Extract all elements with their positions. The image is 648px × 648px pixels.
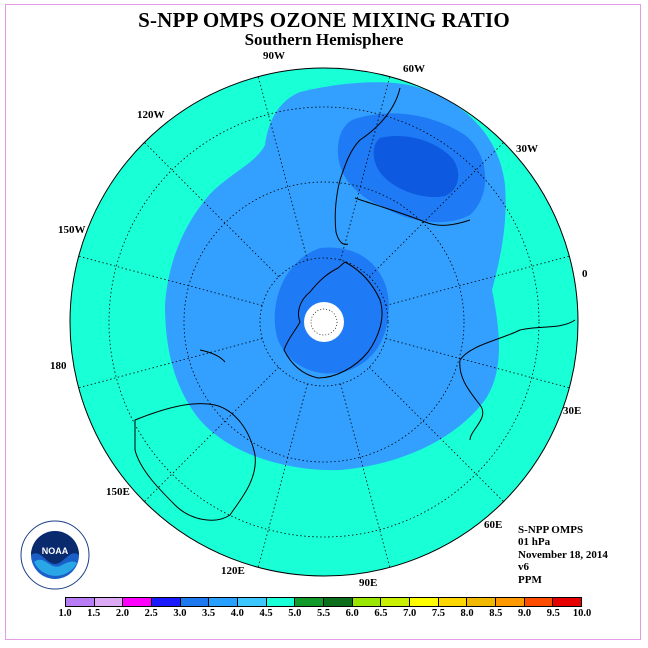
colorbar-tick-label: 1.5 [87, 608, 101, 619]
colorbar-tick-label: 7.0 [403, 608, 417, 619]
info-version: v6 [518, 561, 529, 574]
info-date: November 18, 2014 [518, 548, 608, 561]
colorbar-tick-label: 9.5 [546, 608, 560, 619]
colorbar-tick-label: 6.0 [345, 608, 359, 619]
colorbar-swatch [553, 598, 582, 606]
colorbar-swatch [209, 598, 239, 606]
lon-label-30w: 30W [516, 143, 538, 155]
graticule [78, 76, 570, 568]
lon-label-150e: 150E [106, 486, 130, 498]
colorbar-swatch [438, 598, 468, 606]
info-instrument: S-NPP OMPS [518, 524, 584, 536]
info-level: 01 hPa [518, 536, 551, 549]
colorbar-tick-label: 7.5 [431, 608, 445, 619]
map-subtitle: Southern Hemisphere [244, 30, 404, 49]
lon-label-30e: 30E [563, 405, 582, 417]
colorbar-swatch [467, 598, 497, 606]
noaa-logo: NOAA [20, 520, 90, 590]
colorbar-ticks: 1.0 1.5 2.0 2.5 3.0 3.5 4.0 4.5 5.0 5.5 6.0 6.5 7.0 7… [0, 608, 648, 622]
colorbar-swatch [266, 598, 296, 606]
colorbar-tick-label: 5.5 [316, 608, 331, 619]
lon-label-60w: 60W [403, 63, 425, 75]
pole-ring [310, 308, 338, 336]
colorbar-swatch [123, 598, 153, 606]
map-border [69, 67, 579, 577]
page-frame [5, 4, 641, 640]
colorbar-tick-label: 3.5 [202, 608, 216, 619]
colorbar-swatch [295, 598, 325, 606]
colorbar-tick-label: 5.0 [288, 608, 302, 619]
lon-label-0: 0 [582, 268, 588, 280]
colorbar-swatch [496, 598, 525, 606]
lon-label-120w: 120W [137, 109, 165, 121]
lon-label-90e: 90E [359, 577, 378, 589]
lon-label-180: 180 [50, 360, 67, 372]
colorbar-swatch [524, 598, 554, 606]
colorbar [65, 597, 582, 607]
info-units: PPM [518, 573, 542, 586]
colorbar-tick-label: 8.0 [460, 608, 474, 619]
lon-label-60e: 60E [484, 519, 503, 531]
colorbar-tick-label: 4.0 [230, 608, 244, 619]
colorbar-swatch [152, 598, 181, 606]
colorbar-tick-label: 9.0 [517, 608, 532, 619]
ozone-band-2-5 [373, 136, 459, 198]
colorbar-tick-label: 3.0 [173, 608, 187, 619]
info-block: S-NPP OMPS 01 hPa November 18, 2014 v6 P… [518, 524, 608, 586]
colorbar-tick-label: 10.0 [572, 608, 592, 619]
colorbar-tick-label: 8.5 [489, 608, 503, 619]
colorbar-swatch [94, 598, 124, 606]
colorbar-swatch [238, 598, 267, 606]
colorbar-tick-label: 2.0 [115, 608, 129, 619]
colorbar-swatch [410, 598, 439, 606]
colorbar-tick-label: 1.0 [58, 608, 72, 619]
pole-mask [304, 302, 344, 342]
colorbar-swatch [381, 598, 411, 606]
colorbar-swatch [352, 598, 382, 606]
lon-label-120e: 120E [221, 565, 245, 577]
lon-label-150w: 150W [58, 224, 86, 236]
colorbar-tick-label: 2.5 [144, 608, 158, 619]
colorbar-swatch [66, 598, 95, 606]
noaa-logo-text: NOAA [42, 546, 69, 556]
map-title: S-NPP OMPS OZONE MIXING RATIO [138, 8, 510, 32]
lon-label-90w: 90W [263, 50, 285, 62]
colorbar-tick-label: 4.5 [259, 608, 273, 619]
coastlines [134, 87, 576, 521]
colorbar-swatch [324, 598, 353, 606]
colorbar-tick-label: 6.5 [374, 608, 388, 619]
colorbar-swatch [180, 598, 210, 606]
